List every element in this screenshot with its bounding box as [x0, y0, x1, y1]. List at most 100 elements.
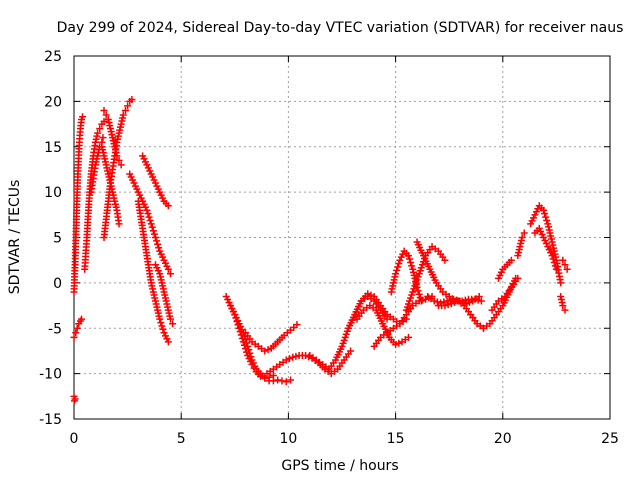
- data-point: [151, 234, 159, 241]
- data-point: [154, 240, 162, 248]
- data-point: [548, 252, 556, 260]
- data-point: [416, 294, 424, 302]
- data-point: [441, 256, 449, 264]
- data-point: [121, 106, 129, 114]
- data-point: [559, 256, 567, 264]
- data-point: [72, 329, 80, 337]
- x-tick-label: 5: [177, 431, 186, 447]
- y-tick-label: -10: [39, 367, 62, 383]
- data-point: [404, 252, 412, 260]
- data-point: [128, 96, 136, 104]
- data-point: [414, 287, 422, 295]
- data-point: [285, 355, 293, 363]
- data-point: [543, 216, 551, 224]
- data-point: [164, 338, 172, 346]
- data-point: [430, 297, 438, 305]
- data-point: [164, 265, 172, 273]
- data-point: [70, 333, 78, 341]
- data-point: [518, 234, 526, 241]
- data-point: [164, 202, 172, 210]
- data-point: [552, 265, 560, 273]
- data-point: [449, 295, 457, 303]
- data-point: [124, 102, 132, 110]
- data-point: [96, 125, 104, 133]
- data-point: [561, 306, 569, 314]
- y-tick-label: 10: [44, 185, 62, 201]
- data-point: [440, 298, 448, 306]
- data-point: [444, 301, 452, 309]
- data-point: [117, 161, 125, 169]
- data-point: [466, 298, 474, 306]
- data-point: [561, 261, 569, 269]
- data-point: [239, 338, 247, 346]
- data-point: [441, 302, 449, 310]
- data-point: [148, 223, 156, 231]
- data-point: [393, 266, 401, 274]
- data-point: [433, 298, 441, 306]
- data-point: [549, 255, 557, 263]
- data-point: [94, 129, 102, 137]
- data-point: [156, 315, 164, 323]
- data-point: [242, 345, 250, 353]
- data-point: [146, 216, 154, 224]
- data-points: [70, 96, 571, 405]
- data-point: [99, 134, 107, 142]
- x-tick-label: 25: [601, 431, 619, 447]
- data-point: [240, 341, 248, 349]
- data-point: [293, 321, 301, 329]
- data-point: [115, 220, 123, 228]
- data-point: [282, 378, 290, 386]
- data-point: [233, 317, 241, 325]
- x-tick-label: 15: [387, 431, 405, 447]
- data-point: [542, 213, 550, 221]
- y-tick-label: 25: [44, 49, 62, 65]
- x-tick-label: 0: [70, 431, 79, 447]
- data-point: [169, 320, 177, 328]
- axis-ticks: [73, 55, 611, 420]
- data-point: [265, 373, 273, 381]
- data-point: [278, 377, 286, 385]
- data-point: [347, 347, 355, 355]
- data-point: [150, 230, 158, 238]
- data-point: [158, 322, 166, 330]
- data-point: [540, 206, 548, 214]
- data-point: [119, 111, 127, 119]
- data-point: [446, 296, 454, 304]
- y-tick-label: 20: [44, 94, 62, 110]
- data-point: [520, 229, 528, 237]
- data-point: [145, 213, 153, 221]
- data-point: [557, 279, 565, 287]
- data-point: [100, 117, 108, 125]
- data-point: [234, 321, 242, 329]
- x-tick-labels: 0 5 10 15 20 25: [70, 431, 619, 447]
- data-point: [166, 315, 174, 323]
- data-point: [237, 331, 245, 339]
- data-point: [289, 353, 297, 361]
- data-point: [417, 297, 425, 305]
- data-point: [292, 352, 300, 360]
- data-point: [250, 364, 258, 372]
- data-point: [261, 347, 269, 355]
- data-point: [238, 334, 246, 342]
- data-point: [166, 270, 174, 278]
- data-point: [514, 274, 522, 282]
- data-point: [153, 237, 161, 245]
- data-point: [159, 325, 167, 333]
- data-point: [443, 297, 451, 305]
- data-point: [100, 106, 108, 114]
- data-point: [282, 356, 290, 364]
- data-point: [144, 210, 152, 218]
- data-point: [392, 341, 400, 349]
- data-point: [550, 258, 558, 266]
- data-point: [147, 220, 155, 228]
- y-axis-label: SDTVAR / TECUs: [7, 180, 23, 295]
- y-tick-labels: -15 -10 -5 0 5 10 15 20 25: [39, 49, 62, 428]
- y-tick-label: 15: [44, 140, 62, 156]
- data-point: [78, 315, 86, 323]
- data-point: [451, 298, 459, 306]
- data-point: [235, 324, 243, 332]
- data-point: [475, 292, 483, 300]
- data-point: [149, 227, 157, 235]
- y-tick-label: 0: [53, 276, 62, 292]
